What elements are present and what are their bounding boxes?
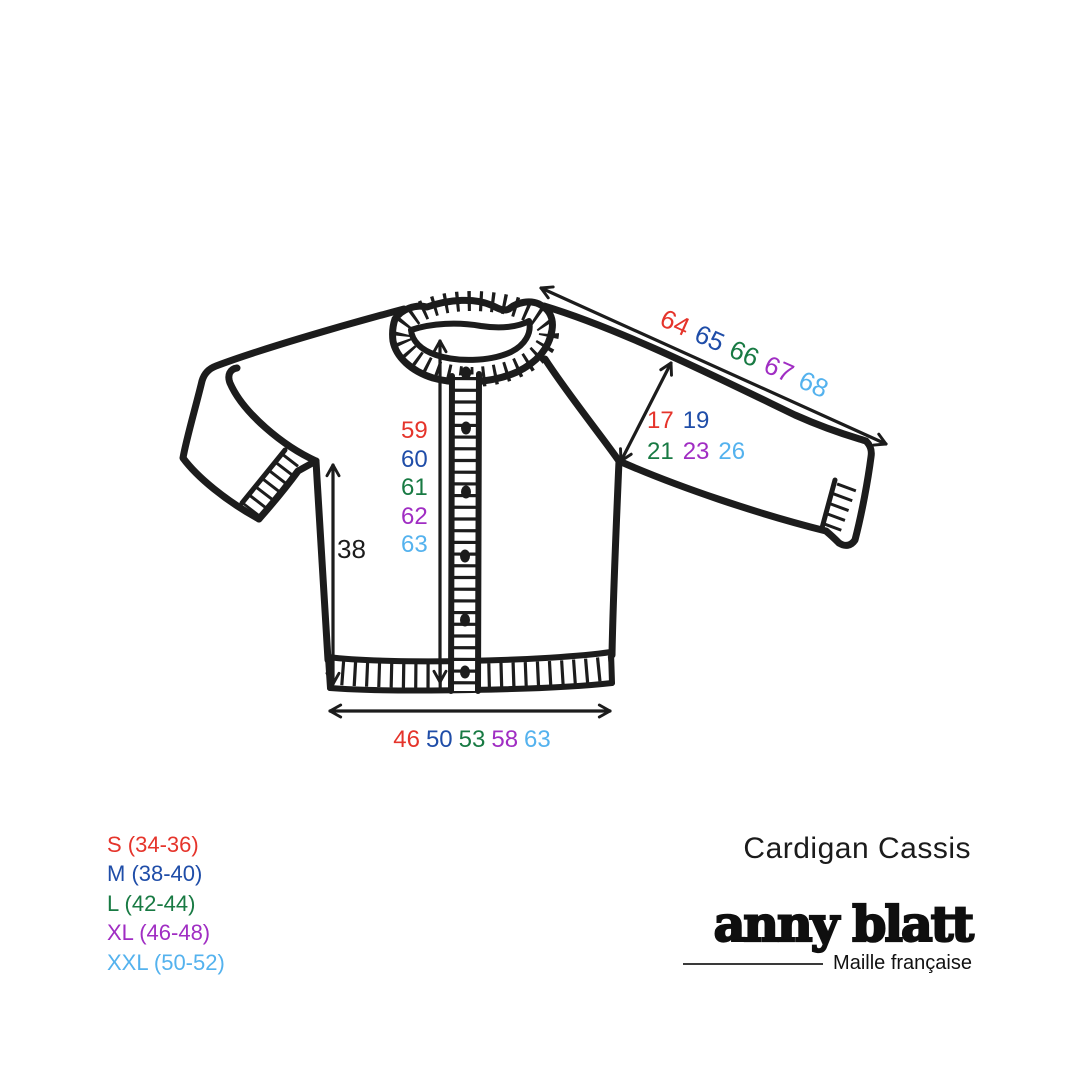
side-length-value: 38 [337,534,366,564]
brand-rule [683,962,824,965]
measurement-value: 46 [393,726,420,753]
measurement-value: 21 [647,438,674,465]
measurement-value: 26 [718,438,746,465]
measurement-value: 50 [425,726,453,753]
overall-width-arrow [539,285,888,447]
legend-size-xl: XL (46-48) [107,920,211,946]
pattern-title: Cardigan Cassis [743,832,971,865]
brand-tagline: Maille française [833,952,972,974]
legend-size-xxl: XXL (50-52) [107,949,225,975]
measurement-value: 63 [524,726,551,753]
measurement-value: 63 [401,531,428,558]
measurement-value: 62 [401,502,428,530]
sleeve-width-row1: 17 19 [647,407,745,435]
button-band [448,371,482,694]
legend-size-s: S (34-36) [107,832,199,857]
measurement-value: 60 [401,445,428,473]
measurement-value: 61 [401,474,428,501]
measurement-value: 59 [401,417,428,444]
brand-block: anny blatt Maille française [683,895,975,975]
legend-size-m: M (38-40) [107,861,203,887]
measurement-value: 19 [682,407,710,434]
legend-size-l: L (42-44) [107,890,196,916]
left-cuff-ribbing [243,452,299,518]
sleeve-width-row2: 21 23 26 [647,438,745,466]
measurement-value: 23 [682,438,710,465]
left-sleeve [179,305,408,523]
measurement-arrows [325,285,888,719]
buttons [460,366,471,679]
sleeve-width-values: 17 19 21 23 26 [647,407,745,466]
measurement-value: 58 [491,726,519,753]
total-length-values: 59 60 61 62 63 [401,417,428,560]
measurement-value: 17 [647,407,674,434]
bottom-width-values: 46 50 53 58 63 [330,726,614,754]
brand-subline: Maille française [683,952,972,975]
size-legend: S (34-36) M (38-40) L (42-44) XL (46-48)… [107,830,225,977]
neckband [389,291,559,387]
measurement-value: 53 [458,726,486,753]
brand-logo: anny blatt [712,895,975,953]
sleeve-width-arrow [619,361,673,463]
